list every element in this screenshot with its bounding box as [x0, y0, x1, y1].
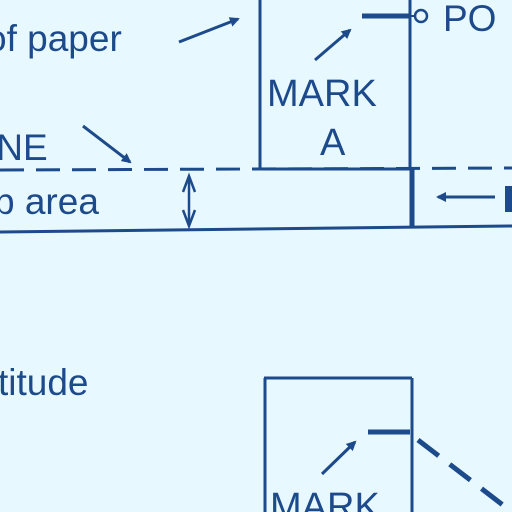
overlap-bottom-line	[0, 224, 512, 234]
mark-b-word-label: MARK	[270, 486, 380, 512]
right-edge-stub	[505, 186, 512, 212]
mark-b-box	[263, 376, 414, 512]
edge-of-paper-arrow	[178, 17, 240, 44]
mark-a-box	[258, 0, 412, 170]
mark-a-word-label: MARK	[267, 73, 377, 115]
line-label: INE	[0, 127, 48, 168]
mark-a-letter-label: A	[320, 122, 346, 164]
edge-of-paper-label: of paper	[0, 18, 122, 59]
dashed-boundary-line	[0, 166, 512, 172]
overlap-area-label: p area	[0, 181, 99, 222]
lower-dashed-diagonal	[416, 438, 512, 512]
mark-a-arrow	[314, 28, 352, 62]
latitude-label: titude	[0, 362, 89, 403]
point-label: PO	[443, 0, 497, 39]
line-arrow	[82, 124, 132, 164]
point-marker	[362, 8, 429, 24]
overlap-height-arrow	[181, 172, 197, 230]
mark-b-arrow	[320, 440, 357, 476]
